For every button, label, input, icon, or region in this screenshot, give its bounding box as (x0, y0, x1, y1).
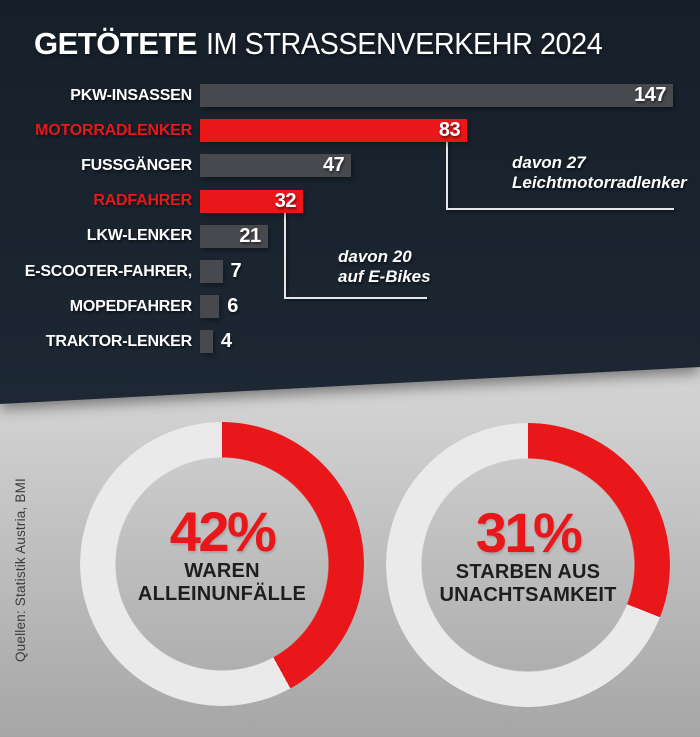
annotation-line: davon 27 (512, 153, 586, 172)
bar (200, 330, 213, 354)
bar-label: MOTORRADLENKER (35, 121, 192, 139)
annotation-line: Leichtmotorradlenker (512, 173, 687, 192)
donut-caption-line: ALLEINUNFÄLLE (137, 583, 307, 605)
bar-value: 47 (322, 154, 345, 177)
bar: 32 (200, 189, 303, 213)
donut-center-text: 31% STARBEN AUS UNACHTSAMKEIT (386, 414, 670, 698)
donut-unachtsamkeit: 31% STARBEN AUS UNACHTSAMKEIT (386, 423, 670, 707)
donut-center-text: 42% WAREN ALLEINUNFÄLLE (80, 413, 364, 697)
bar-label: E-SCOOTER-FAHRER, (24, 262, 192, 280)
bar-row: PKW-INSASSEN 147 (0, 84, 673, 107)
bar-row: TRAKTOR-LENKER 4 (0, 330, 232, 354)
bar-label: PKW-INSASSEN (70, 86, 192, 104)
bar: 47 (200, 154, 352, 178)
bar-row: MOPEDFAHRER 6 (0, 295, 238, 319)
donut-percent: 31% (475, 501, 583, 564)
title-emphasis: GETÖTETE (34, 26, 198, 61)
donut-ring (80, 422, 364, 706)
donut-ring (386, 423, 670, 707)
donut-caption-line: WAREN (184, 560, 260, 582)
bar-value: 83 (438, 119, 461, 142)
bar: 147 (200, 84, 673, 107)
annotation-motorradlenker: davon 27 Leichtmotorradlenker (512, 153, 687, 193)
annotation-radfahrer: davon 20 auf E-Bikes (338, 247, 431, 287)
donut-alleinunfaelle: 42% WAREN ALLEINUNFÄLLE (80, 422, 364, 706)
bar-value: 6 (227, 295, 238, 318)
donut-percent: 42% (169, 500, 277, 563)
bar-value: 4 (220, 330, 232, 353)
bar-value: 147 (634, 84, 666, 106)
bar: 83 (200, 119, 468, 143)
title-subtitle: IM STRASSENVERKEHR 2024 (206, 26, 603, 61)
bar-row: FUSSGÄNGER 47 (0, 154, 352, 178)
bar: 21 (200, 224, 268, 248)
bar-label: FUSSGÄNGER (81, 156, 192, 174)
donut-caption-line: UNACHTSAMKEIT (439, 584, 617, 606)
bar-value: 32 (274, 189, 297, 212)
annotation-connector-motorradlenker (446, 142, 674, 210)
annotation-connector-radfahrer (284, 213, 427, 299)
bar-value: 7 (230, 260, 242, 282)
bar-label: RADFAHRER (93, 192, 192, 210)
bar-row: E-SCOOTER-FAHRER, 7 (0, 260, 242, 283)
bar-label: TRAKTOR-LENKER (45, 332, 192, 350)
annotation-line: auf E-Bikes (338, 267, 431, 286)
bar (200, 260, 223, 283)
bar-row: MOTORRADLENKER 83 (0, 119, 468, 143)
bar (200, 295, 220, 319)
bar-label: MOPEDFAHRER (69, 297, 192, 315)
annotation-line: davon 20 (338, 247, 412, 266)
donut-caption-line: STARBEN AUS (455, 561, 601, 583)
bar-value: 21 (239, 224, 261, 247)
bar-label: LKW-LENKER (86, 227, 192, 245)
page-title: GETÖTETE IM STRASSENVERKEHR 2024 (34, 26, 632, 61)
bar-row: RADFAHRER 32 (0, 189, 303, 213)
bar-row: LKW-LENKER 21 (0, 224, 268, 248)
